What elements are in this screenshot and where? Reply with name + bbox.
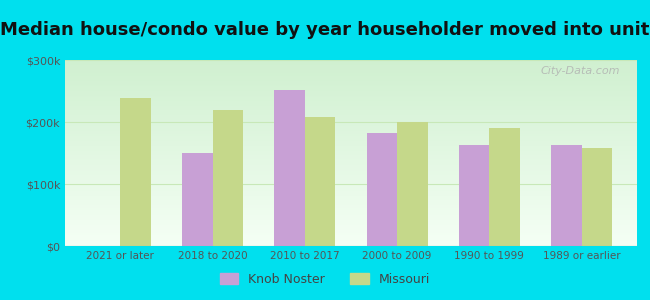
Bar — [551, 145, 582, 246]
Bar — [120, 98, 151, 246]
Bar — [213, 110, 243, 246]
Legend: Knob Noster, Missouri: Knob Noster, Missouri — [214, 268, 436, 291]
Text: City-Data.com: City-Data.com — [540, 66, 620, 76]
Text: Median house/condo value by year householder moved into unit: Median house/condo value by year househo… — [0, 21, 650, 39]
Bar — [305, 117, 335, 246]
Bar — [582, 148, 612, 246]
Bar — [274, 90, 305, 246]
Bar — [182, 153, 213, 246]
Bar — [367, 133, 397, 246]
Bar — [489, 128, 520, 246]
Bar — [397, 122, 428, 246]
Bar — [459, 145, 489, 246]
